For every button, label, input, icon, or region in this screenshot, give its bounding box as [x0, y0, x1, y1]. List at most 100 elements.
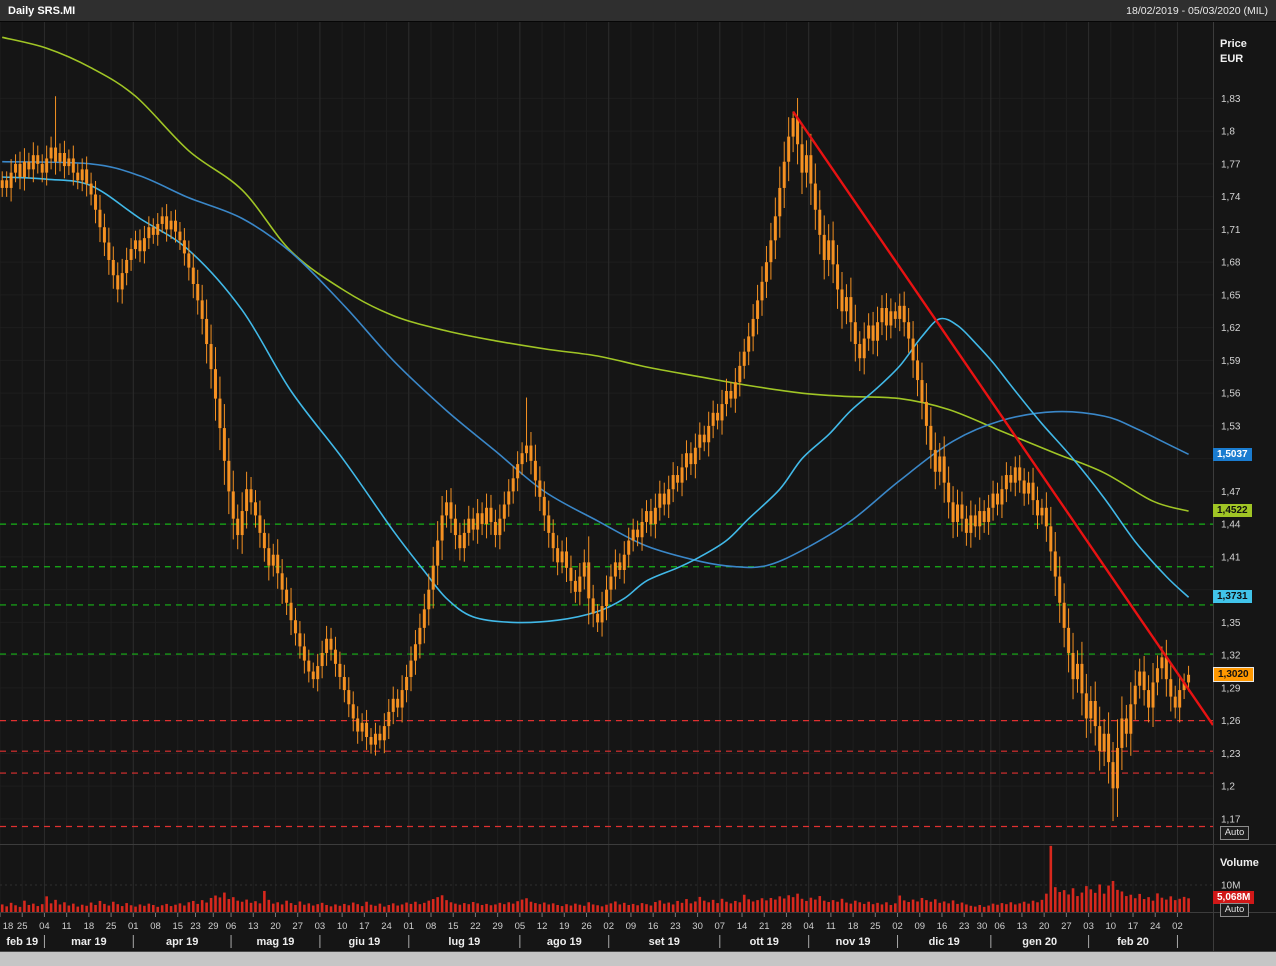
svg-text:06: 06: [226, 921, 237, 932]
date-range-label: 18/02/2019 - 05/03/2020 (MIL): [1126, 4, 1268, 17]
svg-text:11: 11: [62, 921, 72, 932]
svg-text:08: 08: [150, 921, 161, 932]
svg-text:1,8: 1,8: [1221, 127, 1235, 138]
svg-text:22: 22: [470, 921, 481, 932]
svg-text:16: 16: [937, 921, 948, 932]
svg-text:02: 02: [603, 921, 614, 932]
svg-text:23: 23: [959, 921, 970, 932]
svg-text:1,41: 1,41: [1221, 552, 1241, 563]
ma-mid-line: [2, 160, 1189, 569]
svg-text:Volume: Volume: [1220, 857, 1259, 869]
svg-text:24: 24: [381, 921, 392, 932]
volume-badge-current: 5,068M: [1213, 891, 1255, 905]
svg-text:1,2: 1,2: [1221, 782, 1235, 793]
svg-text:1,68: 1,68: [1221, 258, 1241, 269]
svg-text:21: 21: [759, 921, 770, 932]
month-labels: feb 19 mar 19 apr 19 mag 19 giu 19 lug 19 ago …: [6, 935, 1178, 948]
svg-text:1,59: 1,59: [1221, 356, 1241, 367]
svg-text:25: 25: [870, 921, 881, 932]
svg-text:29: 29: [492, 921, 503, 932]
svg-text:lug 19: lug 19: [448, 936, 480, 948]
svg-text:05: 05: [515, 921, 526, 932]
svg-text:08: 08: [426, 921, 437, 932]
svg-text:27: 27: [292, 921, 303, 932]
svg-text:09: 09: [626, 921, 637, 932]
svg-text:01: 01: [128, 921, 139, 932]
bottom-scrollbar[interactable]: [0, 951, 1276, 966]
svg-text:mag 19: mag 19: [257, 936, 295, 948]
svg-text:1,62: 1,62: [1221, 323, 1241, 334]
svg-text:17: 17: [1128, 921, 1139, 932]
svg-text:29: 29: [208, 921, 219, 932]
svg-text:1,17: 1,17: [1221, 814, 1241, 825]
svg-text:03: 03: [1083, 921, 1094, 932]
volume-axis-labels[interactable]: Volume 10M: [1220, 857, 1259, 892]
candles-layer: [0, 96, 1191, 822]
svg-text:dic 19: dic 19: [929, 936, 960, 948]
svg-text:10M: 10M: [1221, 881, 1240, 892]
chart-title: Daily SRS.MI: [8, 4, 76, 17]
svg-text:1,65: 1,65: [1221, 290, 1241, 301]
svg-text:14: 14: [737, 921, 748, 932]
svg-text:1,83: 1,83: [1221, 94, 1241, 105]
price-axis-auto-button[interactable]: Auto: [1220, 826, 1249, 840]
svg-text:04: 04: [39, 921, 50, 932]
svg-text:1,32: 1,32: [1221, 651, 1241, 662]
svg-text:04: 04: [803, 921, 814, 932]
price-tick-labels[interactable]: 1,17 1,2 1,23 1,26 1,29 1,32 1,35 1,41 1,44 1,47 1…: [1221, 94, 1241, 825]
price-badge-ma-short: 1,3731: [1213, 590, 1252, 604]
svg-text:1,56: 1,56: [1221, 389, 1241, 400]
svg-text:15: 15: [172, 921, 183, 932]
pane-dividers: [0, 22, 1276, 951]
svg-text:19: 19: [559, 921, 570, 932]
svg-text:1,29: 1,29: [1221, 683, 1241, 694]
svg-text:20: 20: [1039, 921, 1050, 932]
svg-text:1,71: 1,71: [1221, 225, 1241, 236]
svg-text:1,74: 1,74: [1221, 192, 1241, 203]
svg-text:Price: Price: [1220, 38, 1247, 50]
svg-text:apr 19: apr 19: [166, 936, 198, 948]
svg-text:17: 17: [359, 921, 370, 932]
svg-text:nov 19: nov 19: [836, 936, 871, 948]
svg-text:30: 30: [977, 921, 988, 932]
volume-axis-auto-button[interactable]: Auto: [1220, 903, 1249, 917]
svg-text:02: 02: [1172, 921, 1183, 932]
grid: [0, 22, 1213, 912]
title-bar: Daily SRS.MI 18/02/2019 - 05/03/2020 (MI…: [0, 0, 1276, 22]
svg-text:28: 28: [781, 921, 792, 932]
svg-text:25: 25: [106, 921, 117, 932]
svg-text:1,44: 1,44: [1221, 520, 1241, 531]
ma-long-line: [2, 36, 1189, 512]
svg-text:30: 30: [692, 921, 703, 932]
svg-text:15: 15: [448, 921, 459, 932]
svg-text:01: 01: [403, 921, 414, 932]
svg-text:18: 18: [848, 921, 859, 932]
svg-text:1,47: 1,47: [1221, 487, 1241, 498]
svg-text:23: 23: [670, 921, 681, 932]
svg-text:26: 26: [581, 921, 592, 932]
svg-text:16: 16: [648, 921, 659, 932]
svg-text:27: 27: [1061, 921, 1072, 932]
x-axis-labels[interactable]: 18 25 04 11 18 25 01 08 15 23 29 06 13 20 27 03 10 17 24 01…: [0, 913, 1183, 932]
svg-text:1,77: 1,77: [1221, 159, 1241, 170]
svg-text:1,26: 1,26: [1221, 716, 1241, 727]
price-axis-title: Price EUR: [1220, 38, 1247, 65]
trend-line: [792, 110, 1214, 726]
svg-text:1,35: 1,35: [1221, 618, 1241, 629]
svg-text:18: 18: [84, 921, 95, 932]
svg-text:18: 18: [3, 921, 14, 932]
svg-text:10: 10: [1106, 921, 1117, 932]
svg-text:11: 11: [826, 921, 836, 932]
svg-text:EUR: EUR: [1220, 53, 1243, 65]
svg-text:set 19: set 19: [649, 936, 680, 948]
svg-text:gen 20: gen 20: [1022, 936, 1057, 948]
volume-bars-layer: [0, 845, 1190, 912]
svg-text:07: 07: [715, 921, 726, 932]
svg-text:giu 19: giu 19: [348, 936, 380, 948]
svg-text:24: 24: [1150, 921, 1161, 932]
svg-text:13: 13: [248, 921, 259, 932]
svg-text:13: 13: [1017, 921, 1028, 932]
svg-text:feb 19: feb 19: [6, 936, 38, 948]
